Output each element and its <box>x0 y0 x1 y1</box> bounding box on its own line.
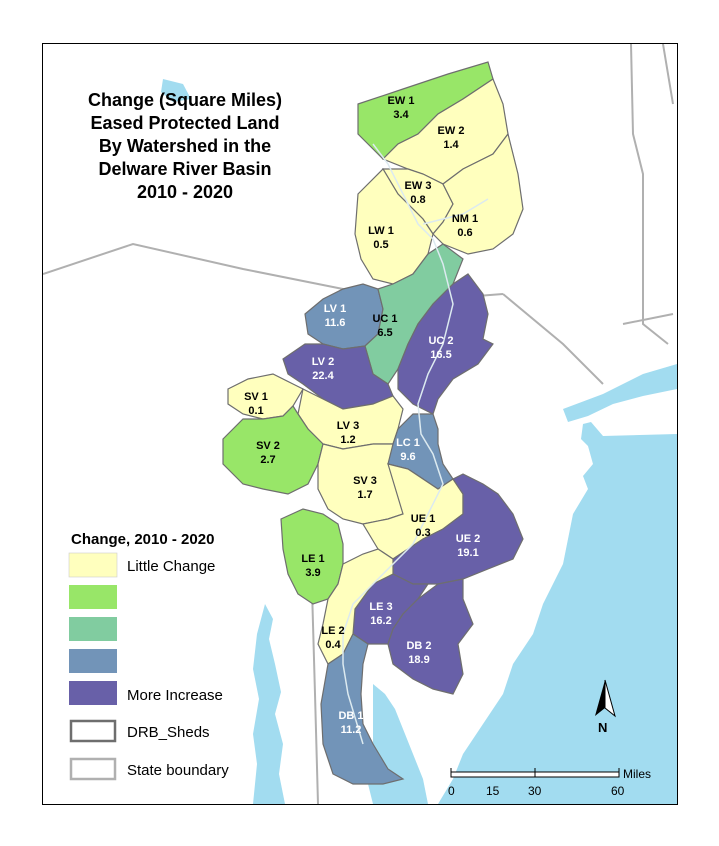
watershed-name-ue1: UE 1 <box>411 513 435 525</box>
scale-tick-60: 60 <box>611 784 625 798</box>
legend-label-little-change: Little Change <box>127 558 215 575</box>
map-frame: EW 1 3.4 EW 2 1.4 EW 3 0.8 NM 1 0.6 LW 1 0.5 LV 1 1… <box>42 43 678 805</box>
long-island-sound <box>563 364 677 422</box>
watershed-name-ue2: UE 2 <box>456 533 480 545</box>
title-line-4: Delware River Basin <box>98 159 271 179</box>
watershed-name-ew3: EW 3 <box>405 180 432 192</box>
watershed-value-le2: 0.4 <box>325 639 341 651</box>
legend-swatch-class2 <box>69 585 117 609</box>
watershed-uc2 <box>397 273 494 415</box>
watershed-name-lv2: LV 2 <box>312 356 334 368</box>
north-label: N <box>598 720 607 735</box>
title-line-5: 2010 - 2020 <box>137 182 233 202</box>
scale-tick-30: 30 <box>528 784 542 798</box>
legend-label-sheds: DRB_Sheds <box>127 724 210 741</box>
legend-swatch-more-increase <box>69 681 117 705</box>
watershed-value-sv1: 0.1 <box>248 405 263 417</box>
watershed-nm1 <box>432 132 524 255</box>
watershed-name-sv2: SV 2 <box>256 440 280 452</box>
watershed-value-ew3: 0.8 <box>410 194 425 206</box>
legend-swatch-class4 <box>69 649 117 673</box>
legend-title: Change, 2010 - 2020 <box>71 531 214 548</box>
watershed-labels: EW 1 3.4 EW 2 1.4 EW 3 0.8 NM 1 0.6 LW 1 0.5 LV 1 1… <box>244 95 480 736</box>
watershed-lv2 <box>282 343 394 410</box>
legend-label-more-increase: More Increase <box>127 687 223 704</box>
map-title: Change (Square Miles) Eased Protected La… <box>88 90 282 202</box>
watershed-name-uc1: UC 1 <box>372 313 397 325</box>
watershed-value-ue1: 0.3 <box>415 527 430 539</box>
watershed-name-sv3: SV 3 <box>353 475 377 487</box>
watershed-value-le3: 16.2 <box>370 615 391 627</box>
legend-label-state: State boundary <box>127 762 229 779</box>
watershed-db1 <box>320 633 405 785</box>
watershed-name-lw1: LW 1 <box>368 225 394 237</box>
scale-tick-0: 0 <box>448 784 455 798</box>
scale-bar: Miles 0 15 30 60 <box>448 767 651 798</box>
scale-tick-15: 15 <box>486 784 500 798</box>
watershed-value-lc1: 9.6 <box>400 451 415 463</box>
watershed-name-db2: DB 2 <box>406 640 431 652</box>
scale-unit: Miles <box>623 767 651 781</box>
watershed-db2 <box>387 578 474 695</box>
legend-swatch-little-change <box>68 552 118 578</box>
rivers <box>342 143 489 745</box>
watershed-polygons <box>222 61 524 785</box>
legend-swatch-sheds <box>69 719 117 743</box>
lake-north <box>161 79 191 102</box>
watershed-value-ew2: 1.4 <box>443 139 459 151</box>
legend-swatch-class3 <box>69 617 117 641</box>
watershed-value-lw1: 0.5 <box>373 239 388 251</box>
watershed-value-db1: 11.2 <box>341 724 362 736</box>
watershed-name-le1: LE 1 <box>301 553 324 565</box>
watershed-value-lv3: 1.2 <box>340 434 355 446</box>
watershed-name-db1: DB 1 <box>338 710 363 722</box>
watershed-name-nm1: NM 1 <box>452 213 478 225</box>
watershed-value-sv2: 2.7 <box>260 454 275 466</box>
title-line-2: Eased Protected Land <box>90 113 279 133</box>
watershed-name-ew1: EW 1 <box>388 95 415 107</box>
north-arrow: N <box>595 679 616 735</box>
watershed-value-db2: 18.9 <box>408 654 429 666</box>
state-boundaries <box>43 44 674 804</box>
watershed-name-lv1: LV 1 <box>324 303 346 315</box>
watershed-name-ew2: EW 2 <box>438 125 465 137</box>
watershed-value-sv3: 1.7 <box>357 489 372 501</box>
watershed-name-le2: LE 2 <box>321 625 344 637</box>
atlantic-ocean <box>438 422 677 804</box>
watershed-value-lv2: 22.4 <box>312 370 334 382</box>
title-line-1: Change (Square Miles) <box>88 90 282 110</box>
legend: Change, 2010 - 2020 Little Change More I… <box>68 531 229 781</box>
watershed-value-uc1: 6.5 <box>377 327 392 339</box>
watershed-value-ue2: 19.1 <box>457 547 478 559</box>
watershed-name-lc1: LC 1 <box>396 437 420 449</box>
watershed-value-uc2: 16.5 <box>430 349 451 361</box>
watershed-value-nm1: 0.6 <box>457 227 472 239</box>
chesapeake-bay <box>253 604 285 804</box>
watershed-value-ew1: 3.4 <box>393 109 409 121</box>
title-line-3: By Watershed in the <box>99 136 271 156</box>
watershed-name-uc2: UC 2 <box>428 335 453 347</box>
delaware-bay <box>368 684 428 804</box>
watershed-name-le3: LE 3 <box>369 601 392 613</box>
watershed-value-le1: 3.9 <box>305 567 320 579</box>
watershed-name-sv1: SV 1 <box>244 391 268 403</box>
watershed-name-lv3: LV 3 <box>337 420 359 432</box>
watershed-value-lv1: 11.6 <box>325 317 346 329</box>
legend-swatch-state <box>69 757 117 781</box>
